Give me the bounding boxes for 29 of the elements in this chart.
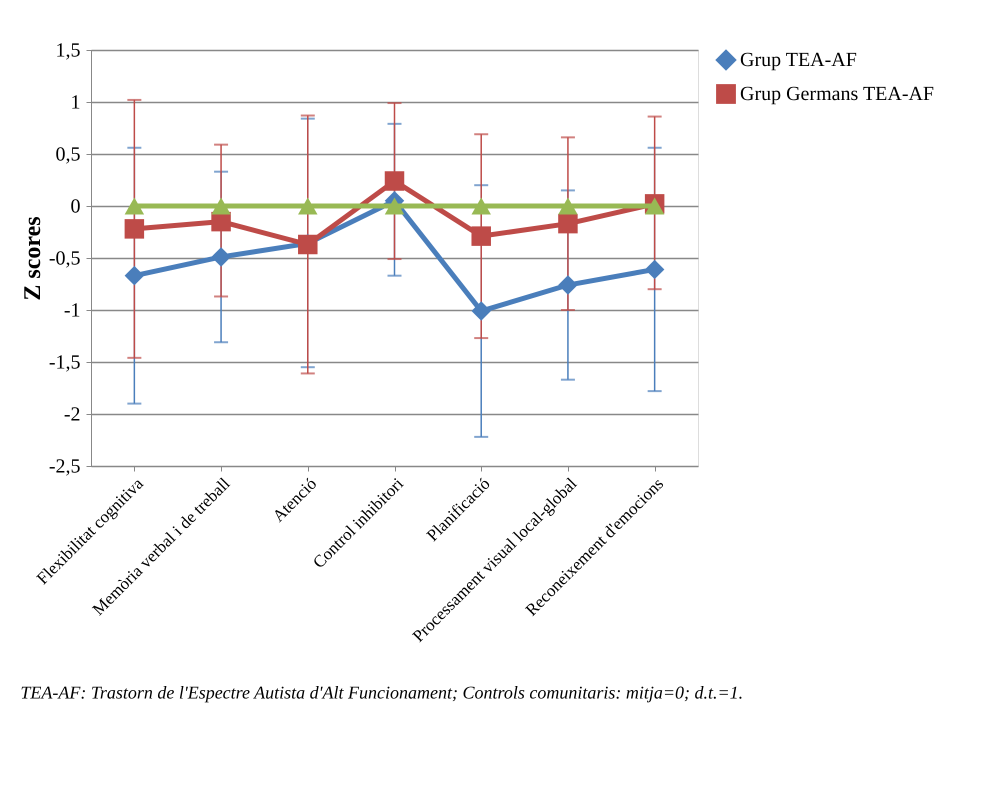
text: TEA-AF: Trastorn de l'Espectre Autista d'Alt Funcionament; Controls comunitaris: mitja=0; d.t.=1. (20, 682, 744, 703)
point (384, 198, 404, 214)
point (124, 198, 144, 214)
point (124, 266, 144, 286)
y-tick-label: -2,5 (48, 456, 80, 478)
point (211, 198, 231, 214)
legend-label: Grup Germans TEA-AF (740, 83, 934, 105)
point (384, 171, 404, 191)
point (471, 198, 491, 214)
y-tick-label: -1 (64, 300, 80, 322)
point (558, 198, 578, 214)
y-tick-label: -2 (64, 404, 80, 426)
point (211, 247, 231, 267)
point (558, 275, 578, 295)
point (471, 226, 491, 246)
y-tick-label: -0,5 (48, 248, 80, 270)
point (644, 198, 664, 214)
point (298, 198, 318, 214)
point (644, 260, 664, 280)
point (558, 214, 578, 234)
legend-label: Grup TEA-AF (740, 49, 857, 71)
y-tick-label: 0 (70, 196, 80, 218)
point (471, 301, 491, 321)
y-axis-title: Z scores (20, 216, 46, 301)
y-tick-label: 0,5 (56, 144, 80, 166)
y-tick-label: 1,5 (56, 40, 80, 62)
y-tick-label: 1 (70, 92, 80, 114)
y-tick-label: -1,5 (48, 352, 80, 374)
point (124, 219, 144, 239)
